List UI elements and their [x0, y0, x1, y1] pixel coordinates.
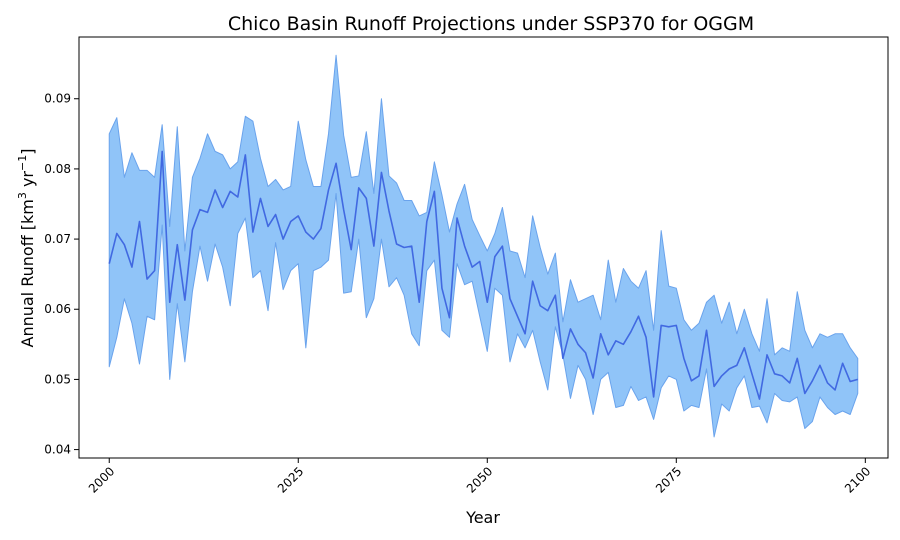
y-axis-label-sup2: −1: [16, 155, 29, 171]
x-axis: 2000 2025 2050 2075 2100: [86, 458, 873, 496]
y-axis-label-end: ]: [18, 149, 37, 155]
runoff-range-band: [108, 54, 859, 438]
y-axis: 0.04 0.05 0.06 0.07 0.08 0.09: [44, 92, 79, 457]
y-tick-label: 0.09: [44, 92, 71, 106]
y-axis-label-main: Annual Runoff [km: [18, 199, 37, 347]
runoff-mean-line: [108, 150, 858, 400]
x-tick-label: 2000: [86, 464, 117, 495]
x-tick-label: 2050: [464, 464, 495, 495]
chart-title: Chico Basin Runoff Projections under SSP…: [228, 13, 754, 35]
y-axis-label-sup1: 3: [16, 192, 29, 199]
y-tick-label: 0.04: [44, 443, 71, 457]
y-tick-label: 0.08: [44, 162, 71, 176]
y-tick-label: 0.07: [44, 232, 71, 246]
x-axis-label: Year: [465, 508, 500, 527]
x-tick-label: 2100: [842, 464, 873, 495]
y-axis-label: Annual Runoff [km3 yr−1]: [16, 149, 37, 348]
y-tick-label: 0.05: [44, 372, 71, 386]
plot-frame: [78, 36, 889, 459]
x-tick-label: 2075: [653, 464, 684, 495]
y-tick-label: 0.06: [44, 302, 71, 316]
plot-area: [108, 54, 859, 438]
y-axis-label-mid: yr: [18, 171, 37, 193]
x-tick-label: 2025: [275, 464, 306, 495]
